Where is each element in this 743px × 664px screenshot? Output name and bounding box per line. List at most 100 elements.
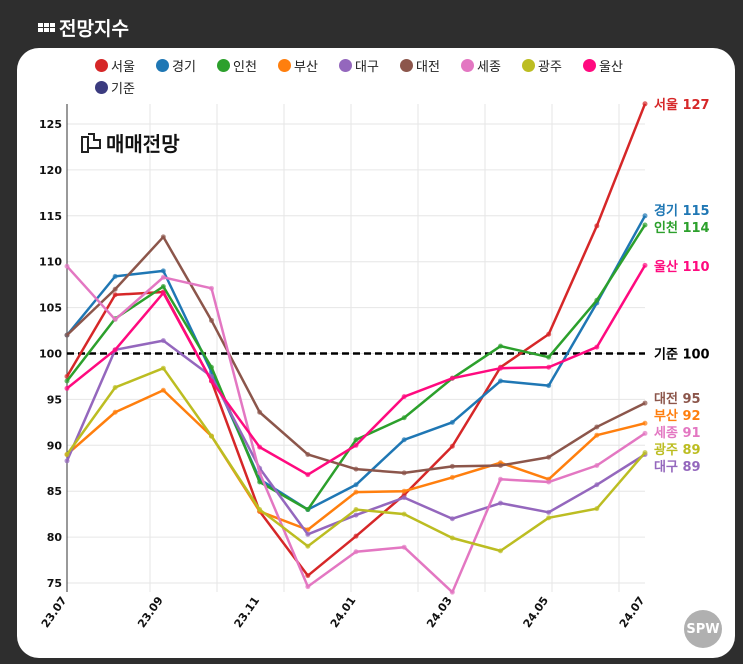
legend-item[interactable]: 세종 (461, 56, 522, 75)
legend-item[interactable]: 서울 (95, 56, 156, 75)
data-point (449, 463, 455, 469)
data-point (160, 283, 166, 289)
data-point (305, 573, 311, 579)
data-point (498, 462, 503, 468)
data-point (498, 343, 503, 349)
y-tick-label: 75 (47, 577, 62, 590)
y-tick-label: 110 (39, 256, 62, 269)
legend-item[interactable]: 경기 (156, 56, 217, 75)
x-tick-label: 23.11 (232, 594, 263, 630)
brand-text: 매매전망 (106, 132, 180, 156)
legend-label: 경기 (172, 59, 196, 75)
data-point (64, 378, 70, 384)
legend-label: 서울 (111, 59, 135, 75)
legend-item[interactable]: 대전 (400, 56, 461, 75)
data-point (64, 263, 70, 269)
data-point (546, 509, 552, 515)
data-point (112, 409, 118, 415)
data-point (401, 415, 407, 421)
series-line-서울 (65, 103, 647, 577)
data-point (305, 543, 311, 549)
y-tick-label: 100 (39, 348, 62, 361)
data-point (160, 365, 166, 371)
legend-item[interactable]: 대구 (339, 56, 400, 75)
data-point (498, 548, 503, 554)
y-tick-label: 125 (39, 118, 62, 131)
data-point (449, 375, 455, 381)
data-point (112, 292, 118, 298)
x-tick-label: 23.09 (135, 594, 166, 630)
legend-dot-icon (339, 58, 352, 72)
data-point (449, 589, 455, 595)
data-point (257, 444, 263, 450)
x-tick-label: 24.01 (328, 594, 359, 630)
series-end-label: 경기 115 (654, 203, 710, 219)
y-tick-label: 95 (47, 393, 62, 406)
data-point (449, 535, 455, 541)
data-point (594, 506, 600, 512)
data-point (305, 584, 311, 590)
data-point (160, 274, 166, 280)
brand-watermark: 매매전망 (80, 128, 180, 157)
y-tick-label: 120 (39, 164, 62, 177)
y-tick-label: 85 (47, 485, 62, 498)
data-point (353, 512, 359, 518)
series-end-label: 광주 89 (654, 443, 701, 458)
data-point (546, 383, 552, 389)
legend-label: 대구 (355, 59, 379, 75)
data-point (257, 409, 263, 415)
data-point (594, 297, 600, 303)
x-tick-label: 24.07 (617, 594, 648, 630)
grid-icon (38, 23, 55, 32)
legend-dot-icon (583, 58, 596, 72)
legend-item[interactable]: 기준 (95, 78, 156, 97)
legend-label: 세종 (477, 59, 501, 75)
data-point (594, 432, 600, 438)
data-point (353, 466, 359, 472)
legend-dot-icon (278, 58, 291, 72)
data-point (546, 479, 552, 485)
data-point (257, 479, 263, 485)
data-point (112, 347, 118, 353)
data-point (64, 332, 70, 338)
legend-dot-icon (461, 58, 474, 72)
data-point (112, 384, 118, 390)
data-point (498, 365, 503, 371)
data-point (209, 317, 214, 323)
legend-item[interactable]: 부산 (278, 56, 339, 75)
baseline-label: 기준 100 (654, 348, 710, 363)
data-point (449, 443, 455, 449)
data-point (642, 262, 648, 268)
legend-label: 광주 (538, 59, 562, 75)
data-point (642, 101, 648, 107)
data-point (353, 437, 359, 443)
data-point (353, 442, 359, 448)
legend-label: 기준 (111, 81, 135, 97)
y-tick-label: 90 (47, 439, 63, 452)
legend-label: 울산 (599, 59, 623, 75)
series-end-label: 울산 110 (654, 259, 710, 275)
series-end-label: 부산 92 (654, 408, 701, 424)
data-point (209, 285, 214, 291)
data-point (594, 344, 600, 350)
data-point (257, 470, 263, 476)
legend-item[interactable]: 광주 (522, 56, 583, 75)
data-point (546, 364, 552, 370)
data-point (305, 531, 311, 537)
data-point (642, 213, 648, 219)
legend-dot-icon (95, 80, 108, 94)
data-point (401, 511, 407, 517)
data-point (449, 474, 455, 480)
legend-item[interactable]: 울산 (583, 56, 644, 75)
x-tick-label: 24.03 (424, 594, 455, 630)
data-point (305, 472, 311, 478)
data-point (209, 378, 214, 384)
data-point (546, 354, 552, 360)
y-tick-label: 105 (39, 302, 62, 315)
data-point (546, 331, 552, 337)
data-point (112, 273, 118, 279)
data-point (160, 234, 166, 240)
legend-item[interactable]: 인천 (217, 56, 278, 75)
